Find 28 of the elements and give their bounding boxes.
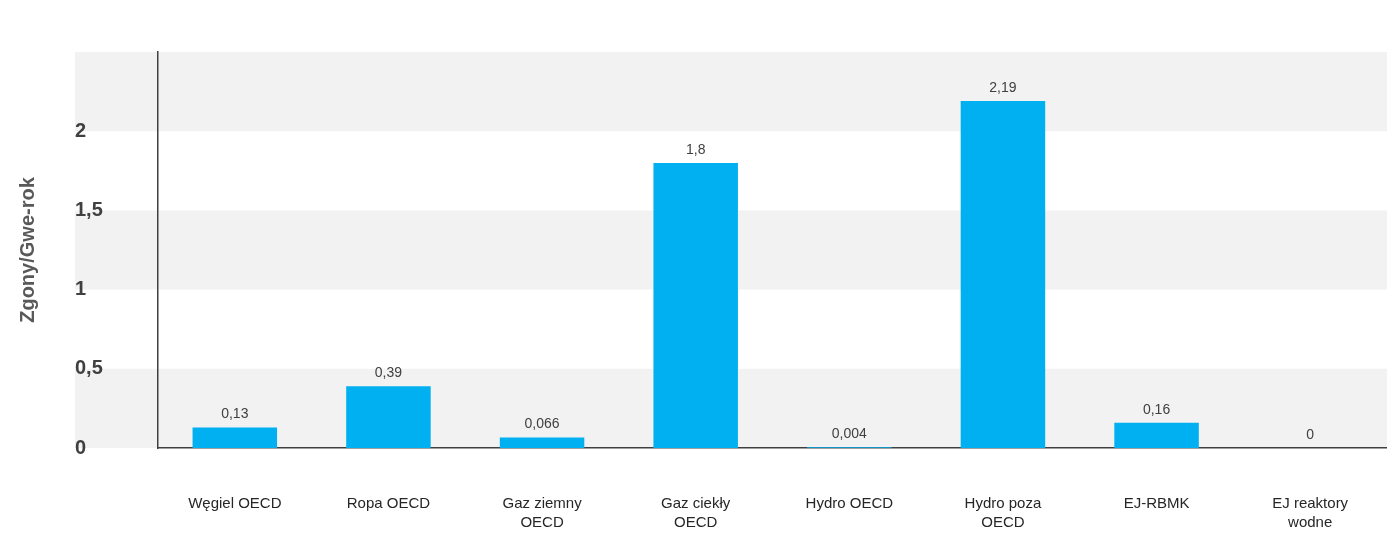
- y-tick-label: 2: [75, 118, 87, 141]
- data-label: 0: [1306, 425, 1315, 442]
- y-tick-label: 0,5: [75, 356, 103, 379]
- y-tick-label: 1,5: [75, 197, 103, 220]
- x-tick-label: Ropa OECD: [346, 493, 431, 511]
- y-tick-label: 1: [75, 277, 87, 300]
- bar: [192, 427, 278, 448]
- y-axis-title: Zgony/Gwe-rok: [15, 176, 38, 323]
- bar: [346, 386, 431, 448]
- x-tick-label: Węgiel OECD: [188, 493, 282, 511]
- data-label: 0,13: [221, 405, 249, 422]
- x-tick-label: Gaz ciekły OECD: [661, 493, 731, 530]
- x-tick-label: Hydro poza OECD: [964, 493, 1042, 530]
- x-tick-label: EJ-RBMK: [1123, 493, 1190, 511]
- data-label: 0,004: [831, 425, 868, 442]
- y-tick-label: 0: [75, 435, 87, 458]
- x-tick-label: EJ reaktory wodne: [1272, 493, 1349, 530]
- data-label: 0,16: [1142, 400, 1171, 417]
- data-label: 0,39: [374, 364, 403, 381]
- data-label: 0,066: [524, 415, 560, 432]
- bar: [960, 101, 1046, 448]
- x-tick-label: Gaz ziemny OECD: [502, 493, 583, 530]
- bar: [499, 437, 585, 448]
- data-label: 1,8: [685, 140, 706, 157]
- x-tick-label: Hydro OECD: [805, 493, 894, 511]
- bar: [653, 162, 738, 448]
- bar: [1114, 422, 1199, 448]
- data-label: 2,19: [989, 78, 1017, 95]
